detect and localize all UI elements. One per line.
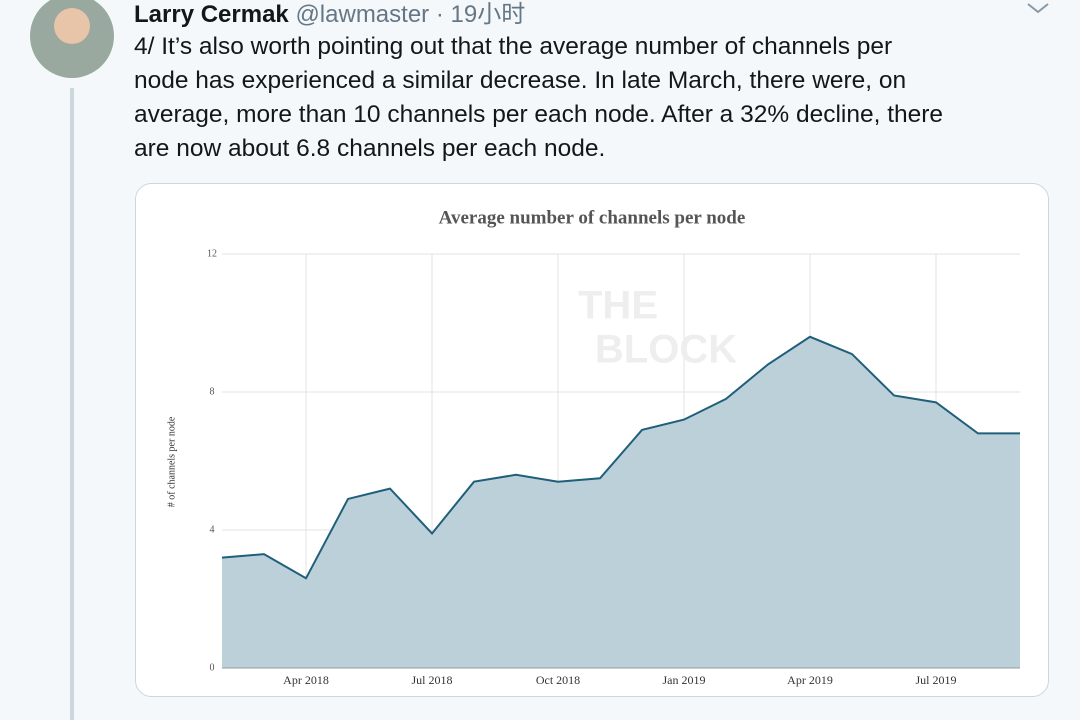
watermark: BLOCK — [595, 328, 737, 372]
author-name: Larry Cermak — [134, 1, 289, 28]
avatar-face — [54, 8, 90, 44]
text-line: average, more than 10 channels per each … — [134, 101, 944, 128]
text-line: node has experienced a similar decrease.… — [134, 67, 907, 94]
author[interactable]: Larry Cermak @lawmaster · 19小时 — [134, 0, 525, 29]
watermark: THE — [578, 284, 658, 328]
area — [222, 336, 1020, 668]
handle: @lawmaster — [295, 1, 430, 28]
x-tick-label: Apr 2019 — [787, 673, 833, 687]
y-tick-label: 4 — [210, 524, 215, 535]
x-tick-label: Apr 2018 — [283, 673, 329, 687]
timestamp: · 19小时 — [435, 1, 526, 28]
y-tick-label: 8 — [210, 386, 215, 397]
tweet-text: 4/ It’s also worth pointing out that the… — [134, 30, 943, 166]
text-line: are now about 6.8 channels per each node… — [134, 135, 606, 162]
y-axis-label: # of channels per node — [166, 416, 177, 507]
x-tick-label: Oct 2018 — [536, 673, 580, 687]
text-line: 4/ It’s also worth pointing out that the… — [134, 33, 893, 60]
chart-title: Average number of channels per node — [439, 207, 746, 228]
y-tick-label: 0 — [210, 662, 215, 673]
x-tick-label: Jan 2019 — [663, 673, 706, 687]
line — [221, 335, 1020, 580]
x-tick-label: Jul 2018 — [411, 673, 452, 687]
menu-chevron[interactable] — [1027, 3, 1049, 14]
x-tick-label: Jul 2019 — [915, 673, 956, 687]
y-tick-label: 12 — [207, 248, 217, 259]
